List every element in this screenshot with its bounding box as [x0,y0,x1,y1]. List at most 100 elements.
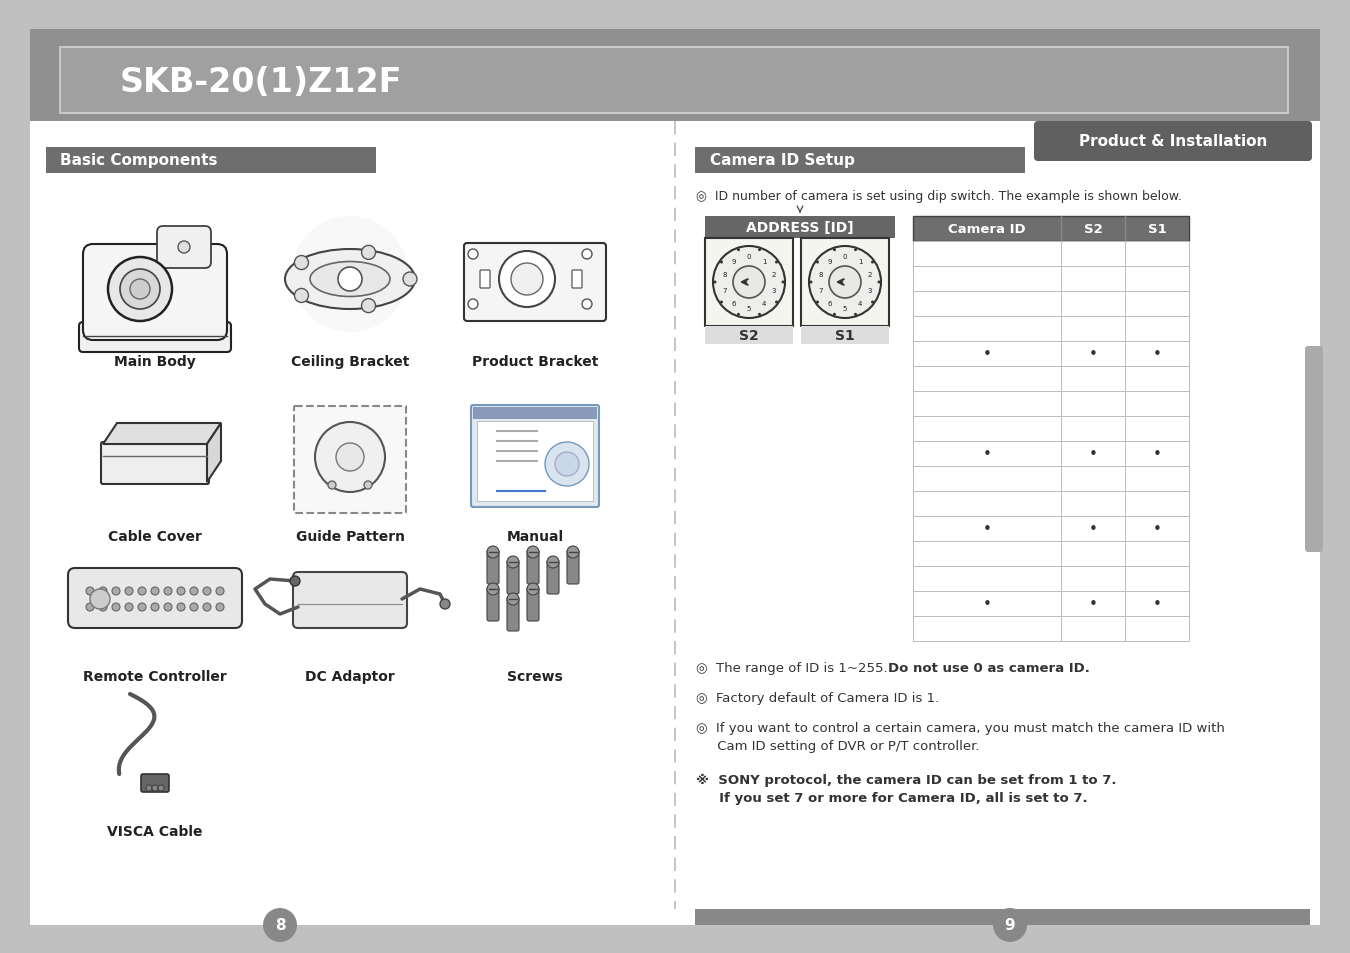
Text: 8: 8 [722,272,726,277]
Circle shape [126,587,134,596]
Circle shape [138,587,146,596]
FancyBboxPatch shape [101,442,209,484]
Bar [913,341,1189,367]
Circle shape [871,301,873,304]
Text: •: • [1153,447,1161,461]
Text: 9: 9 [828,258,832,265]
Circle shape [263,908,297,942]
Bar [801,327,890,345]
Text: 6: 6 [732,301,736,307]
Circle shape [315,422,385,493]
Circle shape [810,281,813,284]
Circle shape [151,587,159,596]
Text: S2: S2 [1084,223,1103,235]
Circle shape [713,247,784,318]
Circle shape [512,264,543,295]
Text: Product Bracket: Product Bracket [471,355,598,369]
Text: 1: 1 [859,258,863,265]
Bar [705,216,895,239]
Bar [801,239,890,327]
FancyBboxPatch shape [1034,122,1312,162]
Bar [695,909,1310,925]
Circle shape [163,603,171,612]
Bar [913,292,1189,316]
Text: ◎  Factory default of Camera ID is 1.: ◎ Factory default of Camera ID is 1. [697,691,940,704]
FancyBboxPatch shape [30,30,1320,925]
Bar [913,242,1189,267]
Circle shape [994,908,1027,942]
Text: 1: 1 [761,258,767,265]
Bar [705,327,792,345]
Circle shape [90,589,109,609]
Bar [695,148,1025,173]
Circle shape [112,603,120,612]
Bar [913,392,1189,416]
Circle shape [720,301,724,304]
Text: Do not use 0 as camera ID.: Do not use 0 as camera ID. [888,661,1089,675]
Polygon shape [103,423,221,444]
Bar [477,421,593,501]
Text: •: • [1153,347,1161,361]
Circle shape [120,270,161,310]
Circle shape [202,587,211,596]
Text: 8: 8 [818,272,822,277]
Text: 3: 3 [868,288,872,294]
Circle shape [112,587,120,596]
Text: 2: 2 [868,272,872,277]
Circle shape [775,261,778,264]
Text: ADDRESS [ID]: ADDRESS [ID] [747,221,853,234]
Text: •: • [1088,347,1098,361]
Text: 7: 7 [722,288,726,294]
FancyBboxPatch shape [508,598,518,631]
FancyBboxPatch shape [80,323,231,353]
Circle shape [177,587,185,596]
Circle shape [567,546,579,558]
Polygon shape [207,423,221,482]
Text: Camera ID: Camera ID [948,223,1026,235]
Text: 9: 9 [732,258,736,265]
FancyBboxPatch shape [471,406,599,507]
Text: Manual: Manual [506,530,563,543]
Text: Ceiling Bracket: Ceiling Bracket [290,355,409,369]
Circle shape [328,481,336,490]
Text: S1: S1 [836,329,855,343]
Ellipse shape [285,250,414,310]
Circle shape [440,599,450,609]
FancyBboxPatch shape [481,271,490,289]
Circle shape [833,249,836,252]
Text: Camera ID Setup: Camera ID Setup [710,153,855,169]
Text: 2: 2 [772,272,776,277]
Text: 7: 7 [818,288,822,294]
FancyBboxPatch shape [526,587,539,621]
Circle shape [468,250,478,260]
Ellipse shape [310,262,390,297]
Circle shape [508,594,518,605]
Circle shape [178,242,190,253]
Circle shape [526,546,539,558]
Circle shape [508,557,518,568]
Circle shape [362,299,375,314]
FancyBboxPatch shape [82,245,227,340]
Circle shape [815,301,819,304]
Text: 5: 5 [747,306,751,312]
Circle shape [547,557,559,568]
Bar [913,267,1189,292]
Circle shape [582,250,593,260]
Text: S1: S1 [1148,223,1166,235]
FancyBboxPatch shape [508,560,518,595]
Bar [46,148,377,173]
Circle shape [737,249,740,252]
Circle shape [151,603,159,612]
Circle shape [190,603,198,612]
Circle shape [177,603,185,612]
Circle shape [720,261,724,264]
Text: 4: 4 [763,301,767,307]
Circle shape [362,246,375,260]
Text: •: • [983,597,991,612]
FancyBboxPatch shape [572,271,582,289]
Bar [913,441,1189,467]
Text: •: • [1088,447,1098,461]
Text: S2: S2 [740,329,759,343]
Text: 4: 4 [859,301,863,307]
Text: VISCA Cable: VISCA Cable [107,824,202,838]
